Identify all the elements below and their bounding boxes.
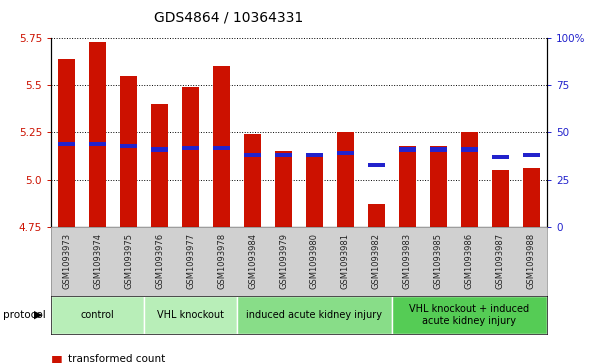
Bar xyxy=(461,147,478,152)
Text: GSM1093980: GSM1093980 xyxy=(310,233,319,289)
Bar xyxy=(275,153,292,157)
Text: GSM1093979: GSM1093979 xyxy=(279,233,288,289)
Bar xyxy=(213,66,230,227)
Bar xyxy=(392,296,547,334)
Text: GSM1093974: GSM1093974 xyxy=(93,233,102,289)
Bar xyxy=(89,42,106,227)
Bar xyxy=(144,296,237,334)
Bar xyxy=(492,155,509,159)
Text: GSM1093986: GSM1093986 xyxy=(465,233,474,289)
Bar xyxy=(275,151,292,227)
Text: VHL knockout: VHL knockout xyxy=(157,310,224,320)
Bar xyxy=(58,142,75,146)
Bar xyxy=(151,147,168,152)
Bar xyxy=(244,134,261,227)
Text: GSM1093981: GSM1093981 xyxy=(341,233,350,289)
Text: GSM1093977: GSM1093977 xyxy=(186,233,195,289)
Bar xyxy=(337,132,354,227)
Bar xyxy=(182,87,199,227)
Bar xyxy=(368,204,385,227)
Bar xyxy=(213,146,230,150)
Text: GSM1093973: GSM1093973 xyxy=(62,233,71,289)
Bar xyxy=(430,146,447,227)
Text: ▶: ▶ xyxy=(34,310,43,320)
Bar xyxy=(182,146,199,150)
Text: GSM1093976: GSM1093976 xyxy=(155,233,164,289)
Text: VHL knockout + induced
acute kidney injury: VHL knockout + induced acute kidney inju… xyxy=(409,304,529,326)
Text: GSM1093987: GSM1093987 xyxy=(496,233,505,289)
Bar xyxy=(51,296,144,334)
Bar xyxy=(89,142,106,146)
Text: control: control xyxy=(81,310,114,320)
Bar xyxy=(461,132,478,227)
Bar xyxy=(399,147,416,152)
Bar xyxy=(306,155,323,227)
Bar xyxy=(337,151,354,155)
Text: GSM1093983: GSM1093983 xyxy=(403,233,412,289)
Bar xyxy=(244,153,261,157)
Bar xyxy=(523,168,540,227)
Bar xyxy=(237,296,392,334)
Bar xyxy=(368,163,385,167)
Text: GSM1093985: GSM1093985 xyxy=(434,233,443,289)
Text: GSM1093982: GSM1093982 xyxy=(372,233,381,289)
Text: protocol: protocol xyxy=(3,310,46,320)
Bar xyxy=(58,59,75,227)
Bar xyxy=(120,76,137,227)
Bar xyxy=(492,170,509,227)
Text: GSM1093975: GSM1093975 xyxy=(124,233,133,289)
Text: GSM1093988: GSM1093988 xyxy=(527,233,536,289)
Bar xyxy=(523,153,540,157)
Bar xyxy=(120,144,137,148)
Text: ■: ■ xyxy=(51,353,63,363)
Text: induced acute kidney injury: induced acute kidney injury xyxy=(246,310,382,320)
Bar xyxy=(399,146,416,227)
Bar xyxy=(430,147,447,152)
Bar xyxy=(151,104,168,227)
Bar xyxy=(306,153,323,157)
Text: GSM1093984: GSM1093984 xyxy=(248,233,257,289)
Text: GSM1093978: GSM1093978 xyxy=(217,233,226,289)
Text: transformed count: transformed count xyxy=(68,354,165,363)
Text: GDS4864 / 10364331: GDS4864 / 10364331 xyxy=(154,11,303,25)
